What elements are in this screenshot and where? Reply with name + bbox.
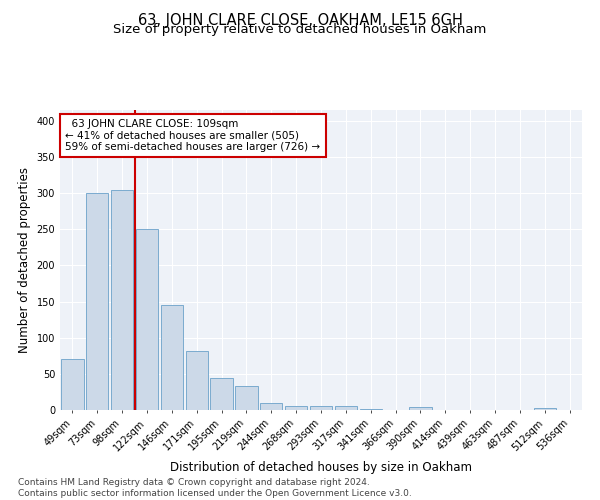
Bar bbox=[533, 408, 556, 410]
Bar bbox=[310, 406, 332, 410]
Bar bbox=[235, 386, 257, 410]
Bar bbox=[211, 378, 233, 410]
Bar bbox=[86, 193, 109, 410]
Bar bbox=[409, 407, 431, 410]
Bar bbox=[285, 406, 307, 410]
Bar bbox=[185, 350, 208, 410]
X-axis label: Distribution of detached houses by size in Oakham: Distribution of detached houses by size … bbox=[170, 461, 472, 474]
Text: Size of property relative to detached houses in Oakham: Size of property relative to detached ho… bbox=[113, 22, 487, 36]
Bar bbox=[260, 404, 283, 410]
Text: 63, JOHN CLARE CLOSE, OAKHAM, LE15 6GH: 63, JOHN CLARE CLOSE, OAKHAM, LE15 6GH bbox=[137, 12, 463, 28]
Bar bbox=[61, 360, 83, 410]
Text: Contains HM Land Registry data © Crown copyright and database right 2024.
Contai: Contains HM Land Registry data © Crown c… bbox=[18, 478, 412, 498]
Bar bbox=[161, 305, 183, 410]
Text: 63 JOHN CLARE CLOSE: 109sqm  
← 41% of detached houses are smaller (505)
59% of : 63 JOHN CLARE CLOSE: 109sqm ← 41% of det… bbox=[65, 119, 320, 152]
Y-axis label: Number of detached properties: Number of detached properties bbox=[18, 167, 31, 353]
Bar bbox=[136, 230, 158, 410]
Bar bbox=[335, 406, 357, 410]
Bar bbox=[111, 190, 133, 410]
